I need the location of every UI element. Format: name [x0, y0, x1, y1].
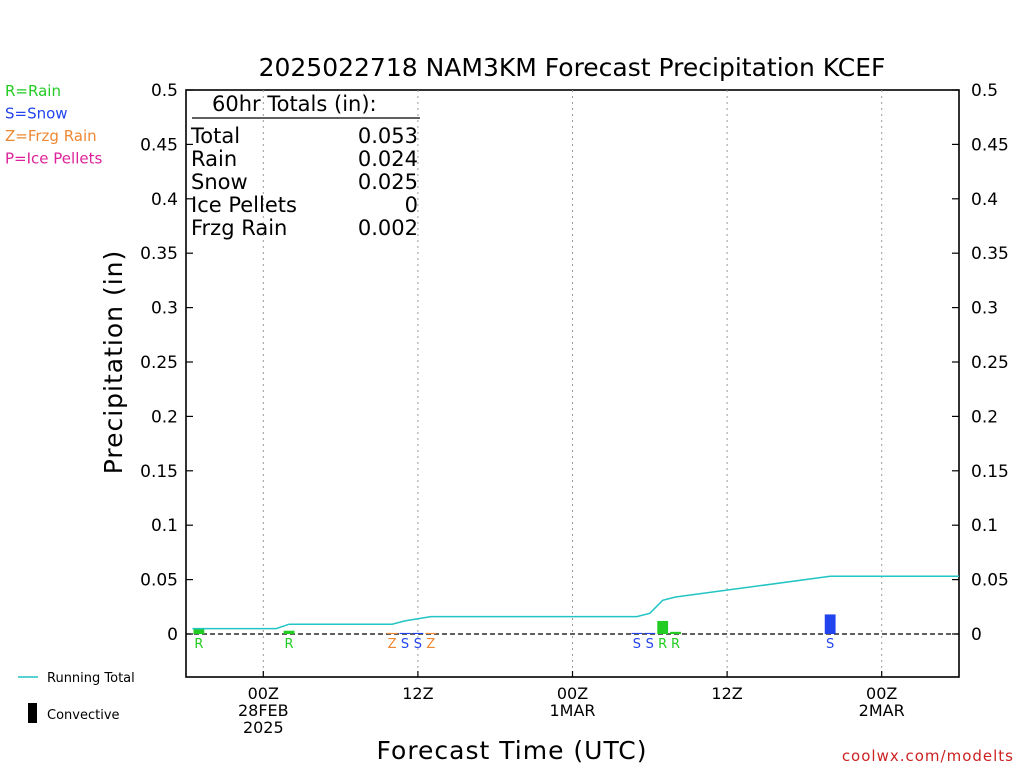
precip-bar	[399, 632, 411, 634]
precip-type-label: Z	[426, 637, 435, 652]
y-tick-label-left: 0.1	[151, 516, 178, 536]
x-tick-label: 1MAR	[549, 701, 595, 720]
y-tick-label-left: 0.25	[140, 353, 178, 373]
y-tick-label-left: 0.5	[151, 81, 178, 101]
totals-row-value: 0.024	[358, 147, 418, 171]
totals-row-value: 0.025	[358, 170, 418, 194]
totals-row-value: 0.053	[358, 124, 418, 148]
totals-header: 60hr Totals (in):	[212, 92, 377, 116]
y-tick-label-right: 0.45	[971, 135, 1009, 155]
y-tick-label-right: 0.3	[971, 299, 998, 319]
precip-bars	[193, 614, 836, 634]
totals-row-label: Total	[190, 124, 240, 148]
type-legend-item: P=Ice Pellets	[5, 150, 102, 168]
x-tick-label: 2MAR	[859, 701, 905, 720]
y-tick-label-left: 0	[167, 625, 178, 645]
x-tick-label: 2025	[243, 718, 284, 737]
convective-swatch	[28, 703, 37, 723]
precip-bar	[657, 620, 669, 634]
y-tick-label-left: 0.3	[151, 299, 178, 319]
y-tick-label-left: 0.15	[140, 462, 178, 482]
y-tick-label-left: 0.45	[140, 135, 178, 155]
precip-type-label: S	[414, 637, 422, 652]
y-tick-label-right: 0.5	[971, 81, 998, 101]
y-axis-title: Precipitation (in)	[99, 250, 128, 475]
totals-row-value: 0.002	[358, 216, 418, 240]
precip-bar	[412, 632, 424, 634]
precip-type-label: S	[826, 637, 834, 652]
x-tick-label: 12Z	[711, 684, 742, 703]
totals-row-label: Rain	[191, 147, 237, 171]
y-tick-label-left: 0.35	[140, 244, 178, 264]
precip-bar	[425, 632, 437, 634]
precip-bar	[386, 632, 398, 634]
credit-text: coolwx.com/modelts	[842, 747, 1014, 765]
y-axis-left: 0 0.05 0.1 0.15 0.2 0.25 0.3 0.35 0.4 0.45 0.5	[140, 81, 193, 645]
y-tick-label-right: 0.2	[971, 407, 998, 427]
precip-bar	[644, 632, 656, 634]
y-tick-label-right: 0.15	[971, 462, 1009, 482]
totals-row-label: Ice Pellets	[191, 193, 297, 217]
x-tick-label: 00Z	[557, 684, 588, 703]
running-total-line	[192, 575, 959, 630]
y-tick-label-right: 0.1	[971, 516, 998, 536]
x-tick-label: 00Z	[248, 684, 279, 703]
precip-type-label: Z	[388, 637, 397, 652]
type-legend-item: S=Snow	[5, 105, 68, 123]
convective-legend-label: Convective	[47, 708, 120, 723]
precip-bar	[670, 631, 681, 634]
x-tick-label: 28FEB	[238, 701, 289, 720]
totals-row-value: 0	[405, 193, 418, 217]
y-tick-label-right: 0.35	[971, 244, 1009, 264]
precip-type-label: S	[633, 637, 641, 652]
precip-type-label: R	[285, 637, 294, 652]
precip-type-legend: R=Rain S=Snow Z=Frzg Rain P=Ice Pellets	[5, 82, 102, 168]
totals-row-label: Frzg Rain	[191, 216, 287, 240]
precip-bar	[193, 628, 205, 634]
y-tick-label-right: 0.4	[971, 190, 998, 210]
type-legend-item: R=Rain	[5, 82, 61, 100]
y-axis-right: 0 0.05 0.1 0.15 0.2 0.25 0.3 0.35 0.4 0.45 0.5	[952, 81, 1009, 645]
totals-box: 60hr Totals (in): Total 0.053 Rain 0.024 Sno…	[190, 92, 420, 240]
grid-lines	[262, 90, 883, 677]
y-tick-label-left: 0.2	[151, 407, 178, 427]
x-axis-title: Forecast Time (UTC)	[377, 736, 648, 765]
y-tick-label-right: 0	[971, 625, 982, 645]
precip-type-label: R	[658, 637, 667, 652]
x-tick-label: 12Z	[402, 684, 433, 703]
type-legend-item: Z=Frzg Rain	[5, 127, 97, 145]
precip-bar	[283, 630, 295, 634]
precip-type-label: S	[401, 637, 409, 652]
y-tick-label-right: 0.25	[971, 353, 1009, 373]
running-total-legend-label: Running Total	[47, 671, 135, 686]
precip-bar	[631, 632, 643, 634]
chart-title: 2025022718 NAM3KM Forecast Precipitation…	[259, 53, 886, 82]
y-tick-label-left: 0.05	[140, 571, 178, 591]
precip-type-label: R	[671, 637, 680, 652]
y-tick-label-right: 0.05	[971, 571, 1009, 591]
y-tick-label-left: 0.4	[151, 190, 178, 210]
precip-type-label: R	[194, 637, 203, 652]
precip-type-label: S	[646, 637, 654, 652]
totals-row-label: Snow	[191, 170, 248, 194]
x-tick-label: 00Z	[866, 684, 897, 703]
precip-bar	[824, 614, 836, 634]
